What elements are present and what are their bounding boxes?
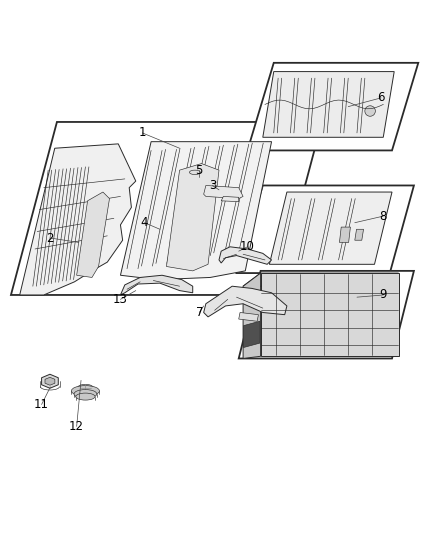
Circle shape bbox=[365, 106, 375, 116]
Text: 5: 5 bbox=[196, 164, 203, 176]
Polygon shape bbox=[243, 273, 261, 359]
Text: 1: 1 bbox=[138, 126, 146, 140]
Polygon shape bbox=[166, 164, 219, 271]
Text: 9: 9 bbox=[379, 288, 387, 302]
Polygon shape bbox=[11, 122, 322, 295]
Polygon shape bbox=[247, 63, 418, 150]
Polygon shape bbox=[45, 377, 55, 385]
Text: 12: 12 bbox=[69, 420, 84, 433]
Polygon shape bbox=[219, 247, 272, 264]
Text: 6: 6 bbox=[377, 91, 385, 104]
Polygon shape bbox=[239, 312, 258, 321]
Text: 4: 4 bbox=[141, 216, 148, 229]
Text: 13: 13 bbox=[113, 293, 128, 306]
Polygon shape bbox=[204, 185, 243, 199]
Polygon shape bbox=[42, 374, 58, 388]
Ellipse shape bbox=[71, 386, 99, 396]
Text: 10: 10 bbox=[240, 240, 255, 253]
Ellipse shape bbox=[76, 393, 95, 400]
Polygon shape bbox=[269, 192, 392, 264]
Ellipse shape bbox=[78, 384, 93, 391]
Text: 11: 11 bbox=[34, 398, 49, 411]
Text: 2: 2 bbox=[46, 231, 54, 245]
Polygon shape bbox=[237, 185, 414, 273]
Polygon shape bbox=[239, 271, 414, 359]
Text: 3: 3 bbox=[209, 179, 216, 192]
Polygon shape bbox=[120, 275, 193, 295]
Polygon shape bbox=[20, 144, 136, 295]
Polygon shape bbox=[243, 273, 399, 286]
Polygon shape bbox=[77, 192, 110, 278]
Polygon shape bbox=[204, 286, 287, 317]
Polygon shape bbox=[339, 227, 350, 243]
Polygon shape bbox=[221, 197, 239, 201]
Text: 8: 8 bbox=[380, 209, 387, 223]
Ellipse shape bbox=[189, 170, 200, 174]
Polygon shape bbox=[261, 273, 399, 356]
Ellipse shape bbox=[74, 390, 97, 398]
Polygon shape bbox=[355, 229, 364, 240]
Polygon shape bbox=[120, 142, 272, 280]
Text: 7: 7 bbox=[195, 306, 203, 319]
Polygon shape bbox=[244, 321, 260, 348]
Polygon shape bbox=[263, 71, 394, 138]
